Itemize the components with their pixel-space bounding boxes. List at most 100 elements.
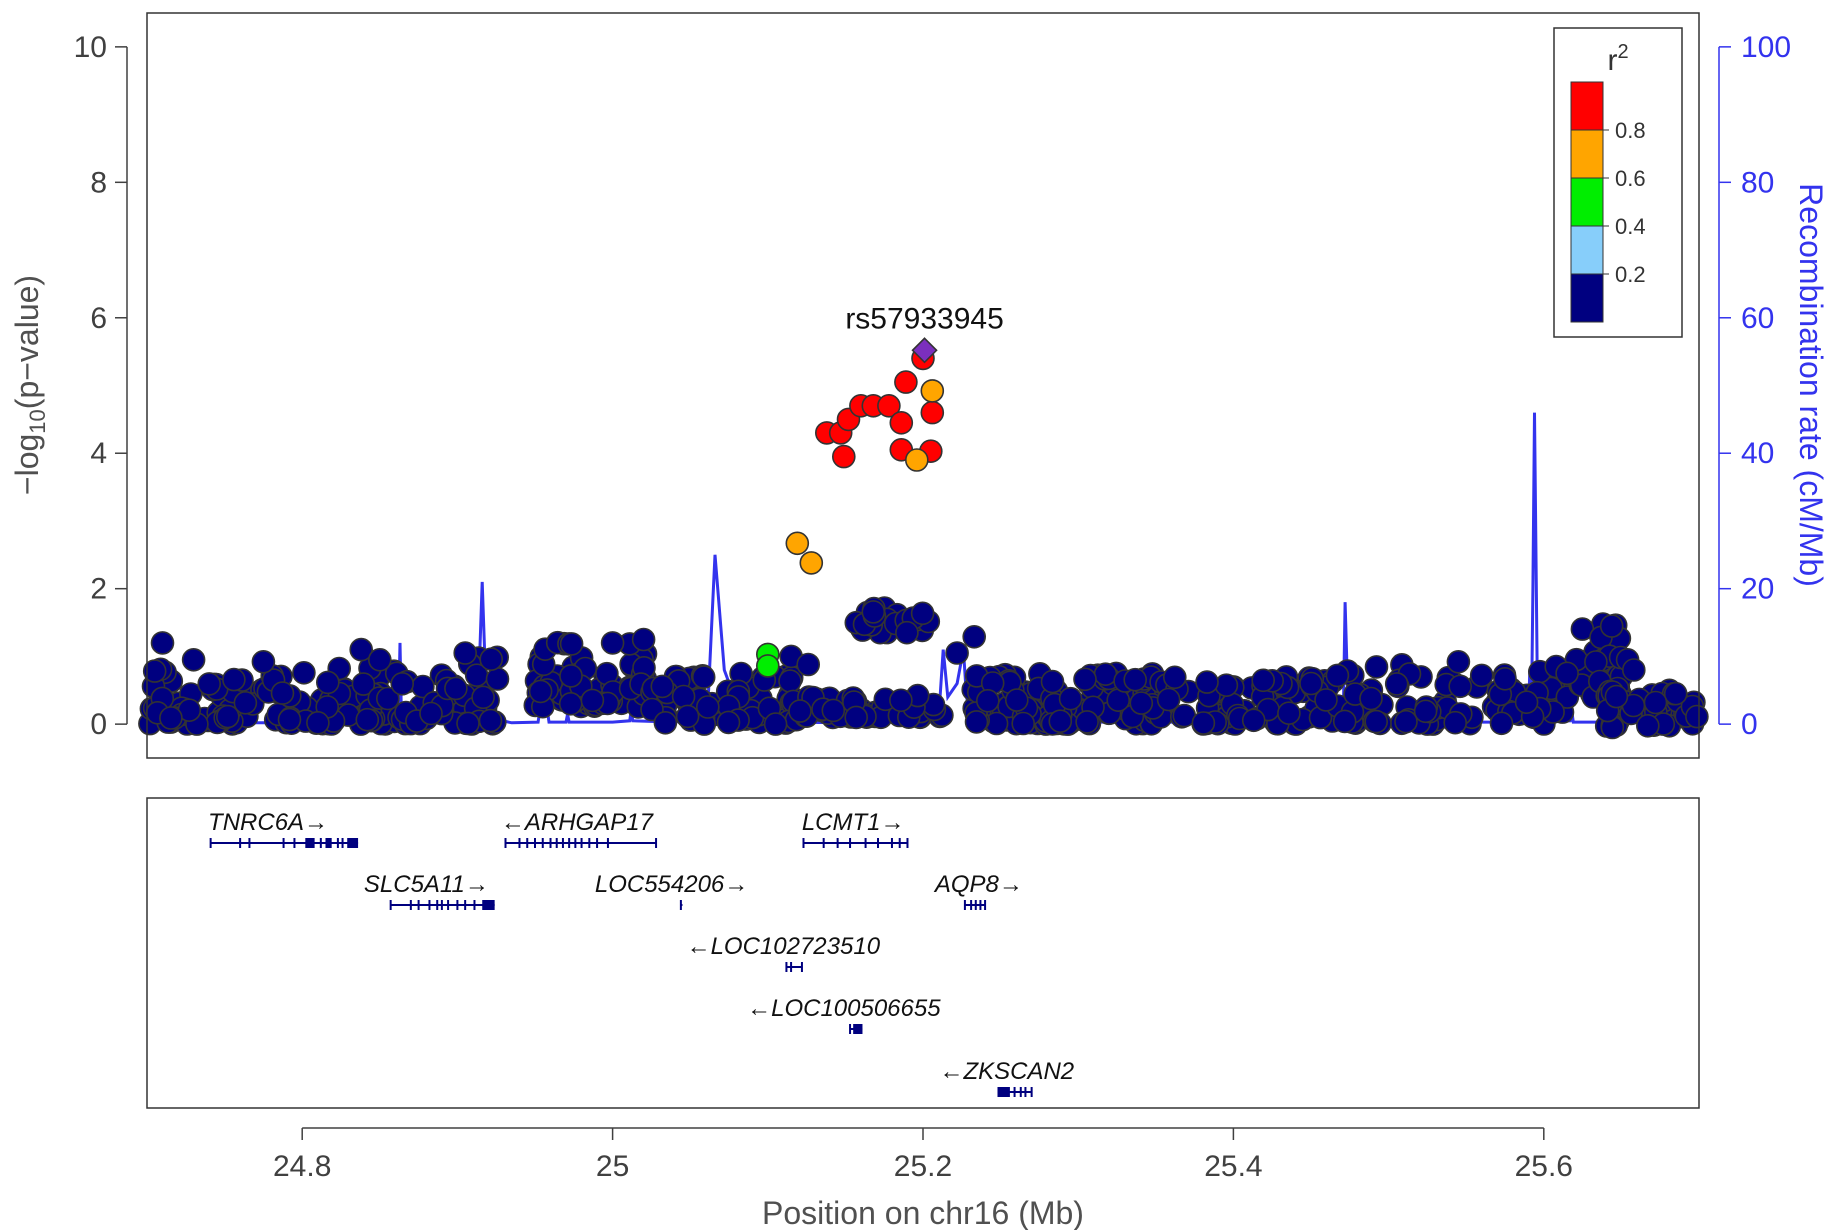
legend-bin — [1570, 273, 1604, 323]
snp-point — [861, 600, 886, 624]
legend-bin — [1570, 225, 1604, 275]
snp-point — [478, 708, 503, 733]
association-panel: rs57933945 — [138, 12, 1709, 759]
gene: ←ZKSCAN2 — [939, 1058, 1074, 1097]
snp-point — [222, 667, 246, 692]
legend-bin — [1570, 177, 1604, 227]
left-tick-label: 4 — [90, 437, 107, 470]
legend-tick-label: 0.2 — [1615, 262, 1646, 287]
snp-point — [1299, 671, 1323, 696]
snp-point — [1251, 668, 1275, 693]
snp-point — [1469, 663, 1494, 688]
gene-label: ←LOC102723510 — [687, 933, 881, 960]
association-panel-frame — [146, 12, 1700, 759]
snp-point — [559, 664, 583, 688]
gene-track-panel: TNRC6A→ ←ARHGAP17 LCMT1→ SLC5A11→ LOC554206→… — [146, 797, 1700, 1109]
snp-point — [306, 710, 330, 735]
snp-point — [821, 698, 846, 723]
snp-point — [1123, 667, 1147, 692]
right-tick-label: 80 — [1741, 166, 1774, 199]
snp-point — [142, 659, 167, 683]
r2-legend: r2 0.8 0.6 0.4 0.2 — [1553, 27, 1683, 338]
snp-point — [1075, 710, 1099, 734]
snp-point-ld-orange — [920, 379, 945, 403]
snp-point — [251, 649, 276, 674]
snp-point — [1636, 713, 1660, 738]
x-axis-title: Position on chr16 (Mb) — [762, 1195, 1084, 1230]
left-y-axis-title-suffix: (p−value) — [9, 275, 45, 409]
snp-point — [1040, 669, 1065, 694]
snp-point — [1413, 699, 1438, 724]
snp-point-ld-red — [889, 410, 914, 435]
snp-point — [1643, 690, 1668, 715]
legend-tick-labels: 0.8 0.6 0.4 0.2 — [1603, 118, 1646, 287]
snp-point — [444, 676, 468, 701]
x-tick-label: 25.4 — [1204, 1150, 1262, 1183]
snp-point — [1163, 665, 1187, 690]
snp-point — [1191, 711, 1216, 735]
snp-point — [1332, 709, 1357, 734]
snp-point — [1622, 658, 1646, 682]
snp-point — [1584, 650, 1608, 674]
snp-point — [964, 710, 989, 734]
gene: ←ARHGAP17 — [501, 809, 658, 848]
snp-point — [197, 672, 221, 696]
snp-point — [889, 688, 913, 713]
snp-point — [1048, 709, 1073, 734]
snp-point — [1325, 663, 1350, 688]
legend-bin — [1570, 129, 1604, 179]
snp-point — [844, 705, 869, 730]
left-y-axis-title: −log10(p−value) — [9, 275, 50, 495]
snp-point — [1364, 655, 1389, 679]
snp-point — [975, 688, 1000, 713]
legend-tick-label: 0.8 — [1615, 118, 1646, 143]
snp-point — [600, 631, 625, 655]
snp-point — [453, 641, 478, 665]
snp-point — [559, 632, 584, 656]
snp-point — [355, 707, 380, 732]
snp-point — [1446, 649, 1471, 674]
snp-point — [1514, 690, 1539, 715]
legend-title-r: r — [1607, 44, 1617, 77]
gene-exon-block — [853, 1024, 863, 1034]
legend-color-bins — [1570, 81, 1604, 323]
snp-point — [419, 701, 443, 726]
snp-point — [1384, 672, 1409, 696]
snp-point — [962, 624, 987, 649]
snp-point — [1394, 709, 1418, 734]
snp-point — [528, 679, 553, 704]
left-tick-label: 10 — [74, 31, 107, 64]
gene-exon-block — [325, 838, 332, 848]
left-tick-label: 8 — [90, 166, 107, 199]
gene-label: SLC5A11→ — [364, 871, 489, 898]
snp-point — [1364, 709, 1388, 734]
snp-point-ld-orange — [799, 551, 824, 575]
gene-label: AQP8→ — [933, 871, 1023, 898]
gene-exon-block — [347, 838, 359, 848]
snp-point — [945, 641, 969, 665]
gene-exon-block — [482, 900, 495, 910]
x-tick-label: 24.8 — [273, 1150, 331, 1183]
lead-snp-layer: rs57933945 — [845, 302, 1004, 364]
lead-snp-marker — [911, 337, 938, 364]
snp-point — [1073, 667, 1097, 692]
snp-point-ld-orange — [785, 531, 810, 556]
snp-point — [351, 672, 376, 696]
snp-point — [216, 704, 240, 729]
snp-point — [375, 686, 400, 711]
snp-point — [1129, 691, 1154, 715]
snp-point — [150, 631, 175, 655]
snp-point — [1604, 684, 1629, 709]
x-axis: 24.8 25 25.2 25.4 25.6 — [273, 1127, 1573, 1183]
gene-exon-block — [997, 1087, 1010, 1097]
snp-point — [675, 704, 700, 729]
snp-point — [233, 690, 258, 715]
snp-point — [1359, 686, 1383, 711]
snp-point — [1489, 711, 1514, 736]
snp-point — [910, 601, 935, 626]
legend-title-superscript: 2 — [1617, 41, 1628, 63]
left-tick-label: 2 — [90, 573, 107, 606]
snp-point — [349, 637, 374, 662]
legend-tick-label: 0.6 — [1615, 166, 1646, 191]
snp-point — [1443, 710, 1467, 735]
